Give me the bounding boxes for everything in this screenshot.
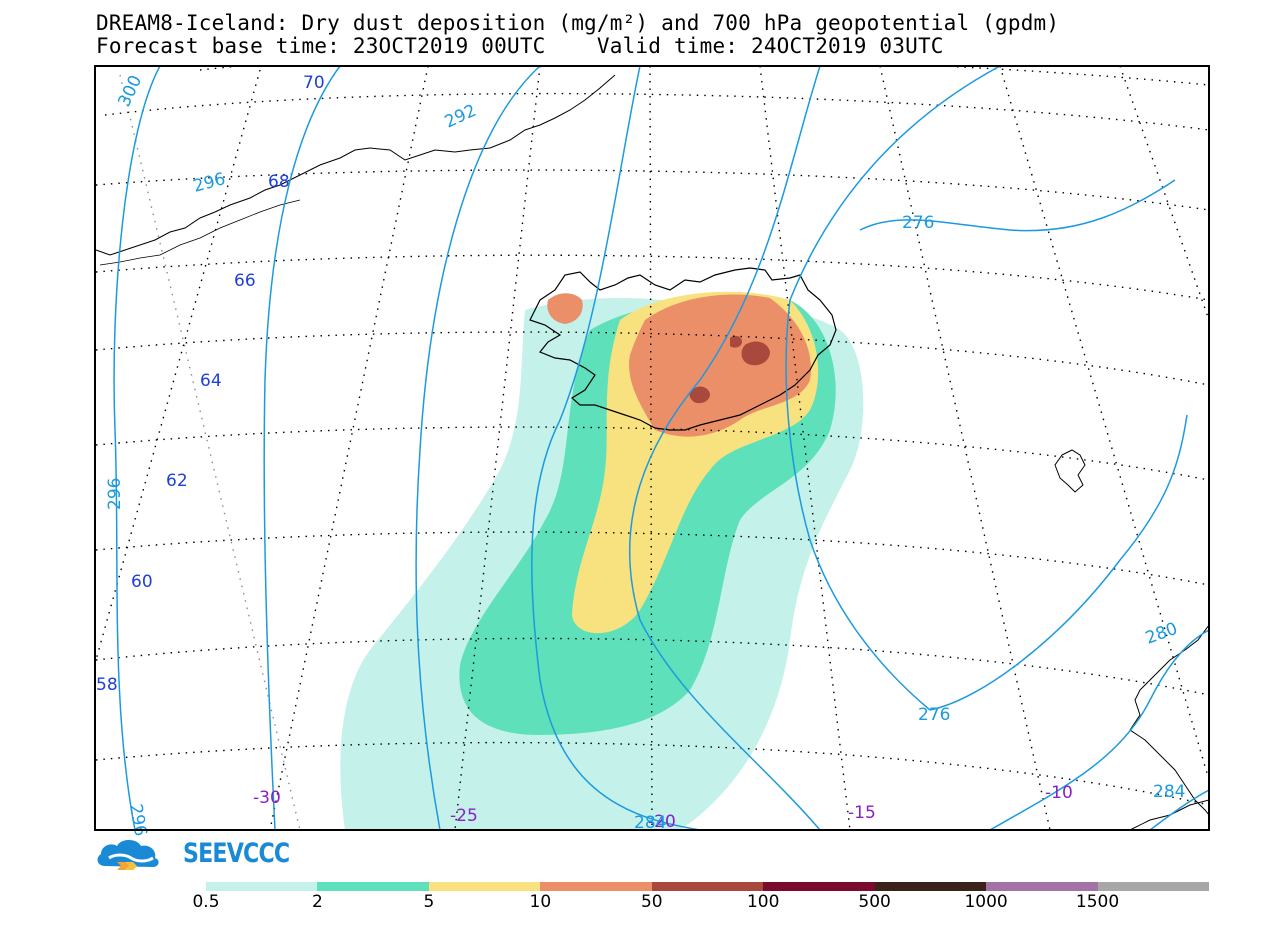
contour-label: 296 — [191, 169, 228, 197]
legend-label: 500 — [858, 892, 891, 912]
legend-swatch — [540, 882, 652, 891]
dust-level-50-c — [730, 335, 742, 348]
latitude-label: 62 — [166, 471, 188, 491]
contour-label: 276 — [902, 213, 934, 233]
latitude-label: 60 — [131, 572, 153, 592]
legend-label: 5 — [423, 892, 435, 912]
contour-label: 296 — [125, 802, 150, 837]
legend-label: 100 — [746, 892, 780, 912]
geopotential-contours — [113, 66, 1209, 830]
dust-level-10-west — [547, 293, 583, 324]
dust-level-50-a — [741, 341, 770, 366]
legend-swatch — [428, 882, 541, 891]
logo-text: SEEVCCC — [183, 838, 290, 869]
longitude-labels: -30 -25 -20 -15 -10 — [253, 783, 1073, 832]
iceland-coastline — [529, 267, 837, 431]
legend-label: 0.5 — [192, 892, 220, 912]
dust-level-10 — [629, 294, 811, 437]
contour-label: 292 — [442, 101, 480, 133]
longitude-label: -25 — [450, 806, 478, 826]
legend-labels: 0.5 2 5 10 50 100 500 1000 1500 — [0, 892, 1271, 912]
longitude-label: -20 — [648, 812, 676, 832]
greenland-coastline-inner — [99, 199, 301, 266]
map-subtitle: Forecast base time: 23OCT2019 00UTC Vali… — [96, 34, 944, 58]
contour-label: 296 — [105, 478, 125, 510]
faroe-islands — [1054, 449, 1086, 493]
contour-label: 280 — [1143, 619, 1180, 649]
norway-coastline — [1129, 624, 1209, 816]
legend-swatch — [651, 882, 764, 891]
contour-label: 300 — [114, 72, 146, 110]
latitude-labels: 70 68 66 64 62 60 58 — [96, 73, 325, 695]
latitude-label: 66 — [234, 271, 256, 291]
latitude-label: 68 — [268, 172, 290, 192]
longitude-label: -10 — [1045, 783, 1073, 803]
legend-swatch — [986, 882, 1098, 891]
seevccc-logo — [97, 840, 159, 870]
map-frame — [94, 65, 1210, 831]
legend-label: 2 — [312, 892, 323, 912]
contour-label: 276 — [918, 705, 950, 725]
latitude-label: 58 — [96, 675, 118, 695]
map-content — [95, 66, 1209, 830]
legend-swatch — [206, 882, 318, 891]
legend-swatch — [874, 882, 987, 891]
legend-swatch — [317, 882, 429, 891]
color-legend — [206, 882, 1209, 891]
legend-label: 50 — [640, 892, 663, 912]
latitude-label: 64 — [200, 371, 222, 391]
longitude-label: -30 — [253, 788, 281, 808]
contour-label: 284 — [634, 813, 666, 833]
graticule — [95, 66, 1209, 830]
legend-label: 1000 — [964, 892, 1008, 912]
legend-swatch — [1097, 882, 1209, 891]
legend-label: 1500 — [1075, 892, 1120, 912]
legend-swatch — [763, 882, 875, 891]
latitude-label: 70 — [303, 73, 325, 93]
greenland-coastline — [95, 74, 616, 256]
dust-level-50-b — [689, 386, 710, 404]
legend-label: 10 — [529, 892, 552, 912]
contour-label: 284 — [1153, 782, 1185, 802]
geopotential-labels: 300 296 292 296 296 276 276 280 284 284 — [105, 72, 1185, 838]
longitude-label: -15 — [848, 803, 876, 823]
map-title: DREAM8-Iceland: Dry dust deposition (mg/… — [96, 11, 1060, 35]
